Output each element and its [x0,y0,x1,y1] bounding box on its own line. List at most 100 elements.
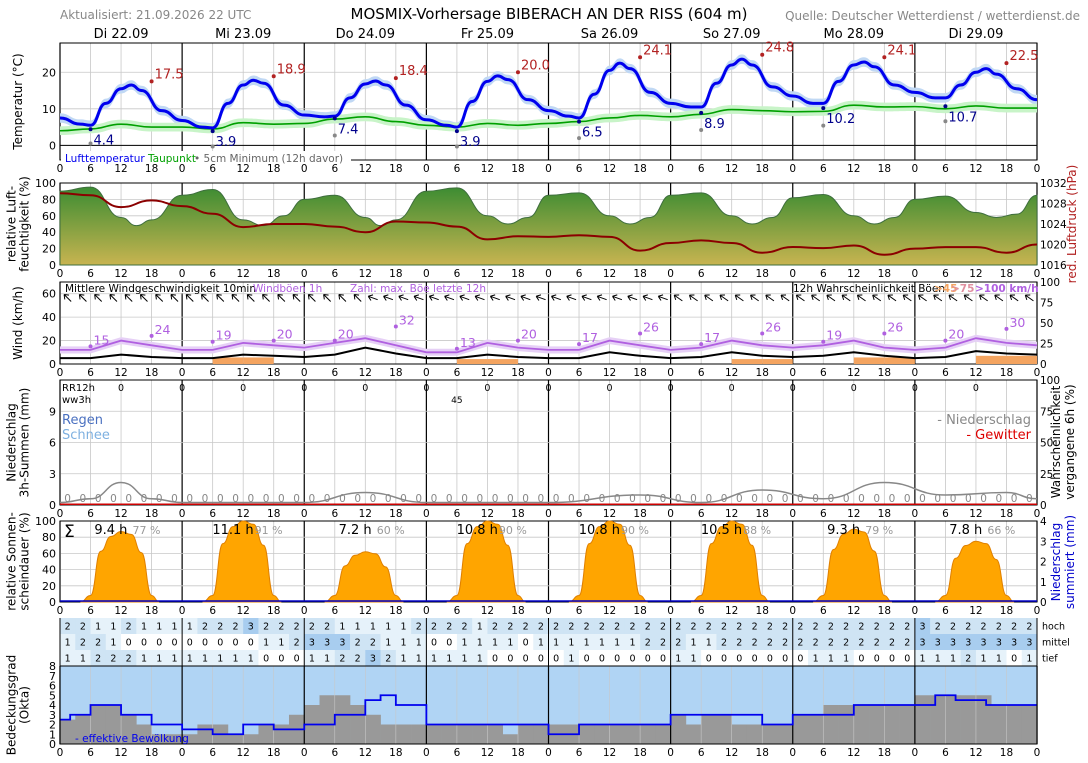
sunshine-area [446,520,526,603]
hour-tick-label: 12 [481,605,494,617]
hour-tick-label: 6 [576,163,583,175]
hour-tick-label: 18 [756,163,769,175]
cloud-cover-bar [472,724,488,744]
precip-3h-value: 0 [782,493,789,505]
hour-tick-label: 0 [423,268,430,280]
wind-arrow [933,294,943,302]
hour-tick-label: 12 [725,747,738,759]
hour-tick-label: 6 [454,268,461,280]
precip-3h-value: 0 [232,493,239,505]
hour-tick-label: 0 [667,268,674,280]
sunshine-percent: 60 % [377,524,405,537]
cloud-cell [456,634,473,650]
cloud-cover-bar [456,724,473,744]
hour-tick-label: 0 [912,605,919,617]
cloud-cell [166,634,183,650]
cloud-cell-value: 3 [965,638,971,649]
hour-tick-label: 12 [114,163,127,175]
precip-3h-value: 0 [278,493,285,505]
cloud-cell [365,618,381,634]
cloud-cell-value: 1 [431,654,437,665]
hour-tick-label: 6 [331,605,338,617]
hour-tick-label: 0 [789,605,796,617]
wind-arrow [856,294,866,302]
cloud-cell [456,618,473,634]
y-tick-label: 80 [42,531,56,544]
hour-tick-label: 6 [87,367,94,379]
cloud-cell-value: 2 [813,622,819,633]
rr12h-value: 0 [668,383,674,394]
hour-tick-label: 6 [820,605,827,617]
cloud-cell [502,634,519,650]
cloud-cell [899,634,916,650]
precip-3h-value: 0 [553,493,560,505]
wind-arrow [383,294,394,301]
cloud-cover-bar [640,724,656,744]
hour-tick-label: 6 [942,747,949,759]
cloud-cell [121,650,137,666]
cloud-cell [609,618,626,634]
precip-3h-value: 0 [660,493,667,505]
max-gust-label: 30 [1009,315,1025,330]
hour-tick-label: 6 [698,367,705,379]
cloud-cell-value: 1 [568,638,574,649]
cloud-cell [273,634,290,650]
day-label: Sa 26.09 [581,27,639,42]
cloud-cell [75,618,91,634]
hour-tick-label: 12 [603,367,616,379]
hour-tick-label: 18 [1000,747,1013,759]
cloud-cell [670,634,687,650]
cloud-cell-value: 2 [843,622,849,633]
y-tick-label: 1 [49,728,56,741]
cloud-cover-bar [853,705,870,744]
cloud-cell-value: 2 [568,622,574,633]
cloud-cell-value: 1 [171,622,177,633]
precip-3h-value: 0 [293,493,300,505]
cloud-cell-value: 0 [889,654,895,665]
panel-frame [59,281,1038,365]
rr12h-value: 0 [790,383,796,394]
min-temp-marker [699,110,704,115]
hour-tick-label: 12 [237,163,250,175]
gust-line [60,337,1038,354]
cloud-cell [701,634,717,650]
hour-tick-label: 0 [789,367,796,379]
cloud-cell [731,618,748,634]
cloud-cell-value: 0 [171,638,177,649]
cloud-cell [884,618,900,634]
cloud-cell-value: 1 [446,654,452,665]
cloud-cell-value: 0 [706,654,712,665]
cloud-cell-value: 2 [706,622,712,633]
cloud-cover-bar [182,734,198,744]
max-gust-label: 32 [399,313,415,328]
min-temp-label: 3.9 [216,135,237,150]
wind-prob-tick-label: 25 [1040,339,1053,351]
max-gust-marker [332,338,337,343]
y-axis-label: scheindauer (%) [18,512,32,610]
wind-arrow [887,294,897,302]
max-temp-marker [1004,61,1009,66]
cloud-cell [304,634,320,650]
cumulative-precip-tick-label: 2 [1040,557,1047,569]
hour-tick-label: 12 [359,268,372,280]
hour-tick-label: 18 [633,163,646,175]
ground-min-marker [699,128,704,133]
cloud-cell-value: 2 [904,622,910,633]
cloud-cover-bar [121,714,137,744]
y-tick-label: 60 [42,288,56,301]
cloud-cell [304,650,320,666]
hour-tick-label: 18 [511,605,524,617]
max-gust-marker [699,342,704,347]
y-axis-label: relative Luft- [5,186,19,262]
cloud-cover-bar [319,695,336,744]
max-gust-marker [393,324,398,329]
cloud-cell-value: 0 [523,638,529,649]
wind-arrow [367,294,378,301]
precip-3h-value: 0 [889,493,896,505]
cloud-cover-bar [395,724,412,744]
cloud-cell-value: 1 [477,654,483,665]
day-label: Di 29.09 [948,27,1003,42]
cloud-cell-value: 3 [1011,638,1017,649]
cloud-cell [90,650,107,666]
max-temp-marker [882,55,887,60]
